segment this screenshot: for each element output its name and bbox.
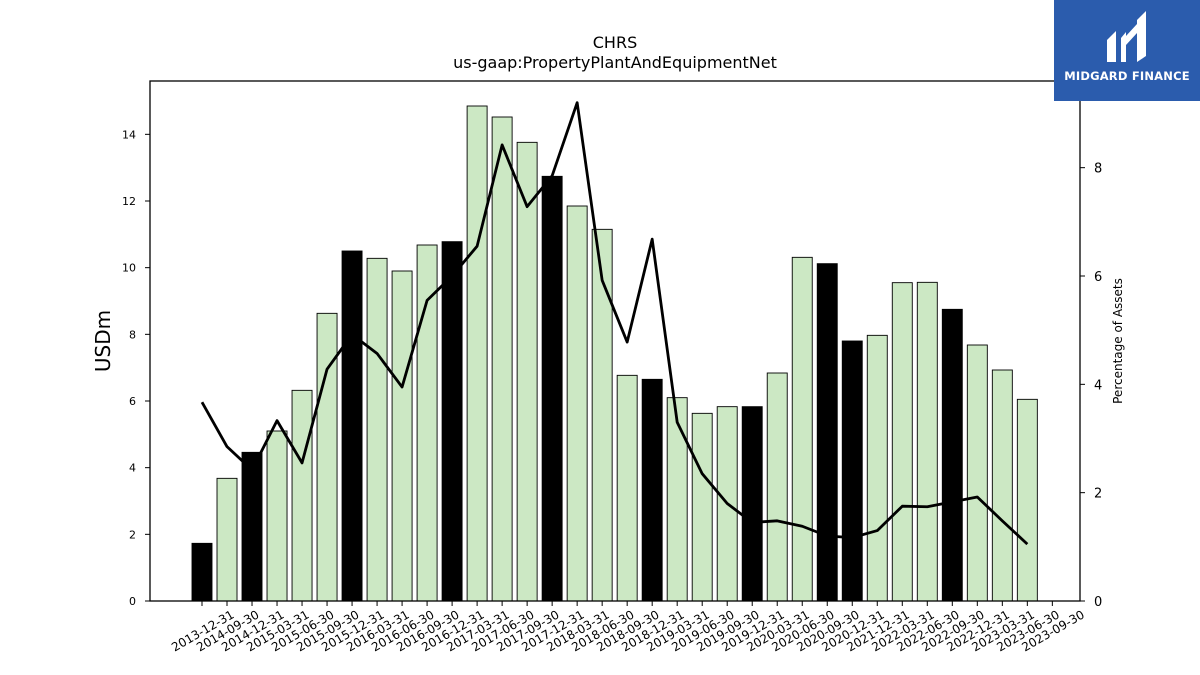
bar <box>666 397 688 602</box>
bar <box>991 369 1013 602</box>
bar <box>191 542 213 602</box>
bar <box>641 378 663 602</box>
bar <box>241 451 263 602</box>
bar <box>391 270 413 602</box>
x-axis: 2013-12-312014-09-302014-12-312015-03-31… <box>169 601 1087 654</box>
bar <box>791 256 813 602</box>
bar <box>766 372 788 602</box>
bar <box>816 263 838 602</box>
y-tick-label: 8 <box>129 328 136 341</box>
bar <box>266 430 288 602</box>
y2-tick-label: 0 <box>1094 595 1102 610</box>
y-tick-label: 10 <box>122 262 136 275</box>
y2-tick-label: 2 <box>1094 487 1102 502</box>
bar <box>866 334 888 602</box>
bar <box>966 344 988 602</box>
midgard-finance-logo: MIDGARD FINANCE <box>1054 0 1200 101</box>
y-tick-label: 14 <box>122 128 136 141</box>
y-tick-label: 6 <box>129 395 136 408</box>
y-axis-label: USDm <box>91 310 115 372</box>
bar <box>691 412 713 602</box>
bar <box>466 105 488 602</box>
bar <box>291 389 313 602</box>
bar <box>491 116 513 602</box>
bar <box>741 406 763 602</box>
y-tick-label: 0 <box>129 595 136 608</box>
y2-tick-label: 4 <box>1094 378 1102 393</box>
bar <box>316 312 338 602</box>
bar <box>1016 398 1038 602</box>
right-axis: 0 2 4 6 8 <box>1080 162 1102 610</box>
bar <box>516 141 538 602</box>
bar <box>616 374 638 602</box>
bar <box>841 340 863 602</box>
bar <box>441 241 463 602</box>
left-axis: 0 2 4 6 8 10 12 14 <box>122 128 150 608</box>
bar <box>891 282 913 602</box>
line-layer <box>200 101 1029 546</box>
bar <box>416 244 438 602</box>
bar <box>341 250 363 602</box>
percentage-line <box>200 101 1029 546</box>
midgard-logo-mark-icon <box>1107 11 1146 62</box>
logo-text: MIDGARD FINANCE <box>1064 69 1190 83</box>
bar <box>541 175 563 602</box>
bar <box>566 205 588 602</box>
bars-layer <box>191 105 1038 602</box>
plot-frame <box>149 80 1081 602</box>
bar <box>916 281 938 602</box>
chart-subtitle: us-gaap:PropertyPlantAndEquipmentNet <box>453 53 777 72</box>
y-tick-label: 12 <box>122 195 136 208</box>
y-tick-label: 2 <box>129 528 136 541</box>
bar <box>366 257 388 602</box>
y2-tick-label: 6 <box>1094 270 1102 285</box>
chart-title: CHRS <box>593 33 637 52</box>
y2-axis-label: Percentage of Assets <box>1111 278 1125 404</box>
y2-tick-label: 8 <box>1094 162 1102 177</box>
bar <box>591 228 613 602</box>
bar <box>941 308 963 602</box>
bar <box>216 477 238 602</box>
y-tick-label: 4 <box>129 462 136 475</box>
